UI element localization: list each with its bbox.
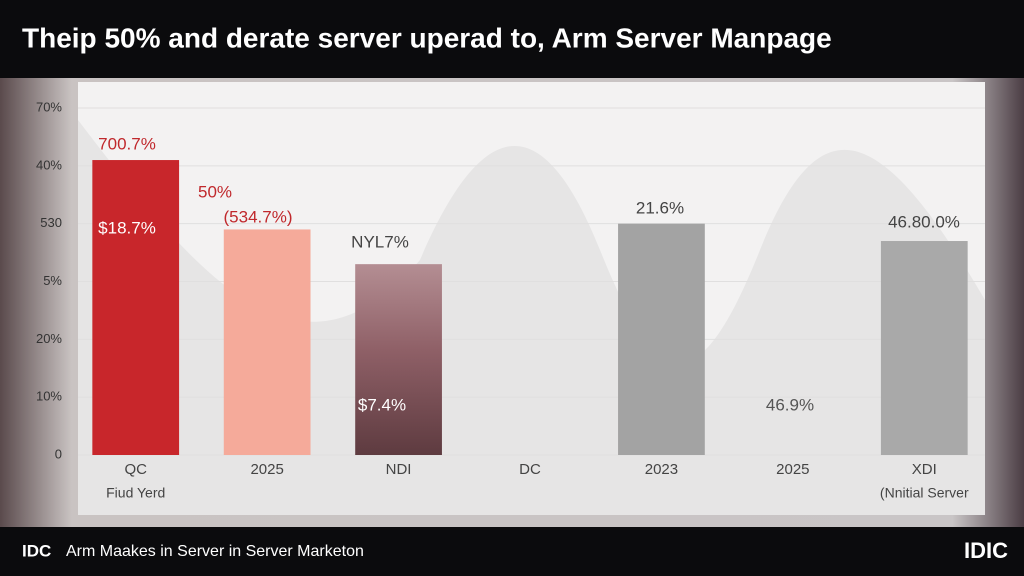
bar [92, 160, 180, 456]
bar [223, 229, 311, 455]
annotation: $18.7% [98, 218, 156, 237]
y-tick-label: 40% [36, 157, 62, 172]
x-tick-label: NDI [386, 461, 412, 478]
y-tick-label: 20% [36, 331, 62, 346]
source: IDC [22, 541, 51, 560]
y-tick-label: 70% [36, 99, 62, 114]
annotation: NYL7% [351, 232, 409, 251]
x-tick-label: XDI [912, 461, 937, 478]
x-tick-label: 2023 [645, 461, 678, 478]
chart-title: Theip 50% and derate server uperad to, A… [22, 22, 832, 53]
annotation: $7.4% [358, 395, 406, 414]
bar [355, 264, 442, 455]
annotation: 21.6% [636, 198, 684, 217]
annotation: 46.9% [766, 395, 814, 414]
bar [618, 223, 705, 455]
x-tick-note: (Nnitial Server [880, 485, 969, 501]
bar [880, 241, 968, 455]
y-tick-label: 0 [55, 446, 62, 461]
x-tick-label: QC [124, 461, 147, 478]
footer-text: Arm Maakes in Server in Server Marketon [66, 543, 364, 560]
annotation: 46.80.0% [888, 212, 960, 231]
x-tick-label: 2025 [776, 461, 809, 478]
y-tick-label: 5% [43, 273, 62, 288]
x-tick-note: Fiud Yerd [106, 485, 165, 501]
y-tick-label: 10% [36, 389, 62, 404]
logo: IDIC [964, 538, 1008, 563]
footer-bar [0, 527, 1024, 576]
annotation: 50% [198, 182, 232, 201]
header-bar [0, 0, 1024, 78]
annotation: 700.7% [98, 134, 156, 153]
x-tick-label: 2025 [250, 461, 283, 478]
y-tick-label: 530 [40, 215, 62, 230]
annotation: (534.7%) [224, 207, 293, 226]
x-tick-label: DC [519, 461, 541, 478]
